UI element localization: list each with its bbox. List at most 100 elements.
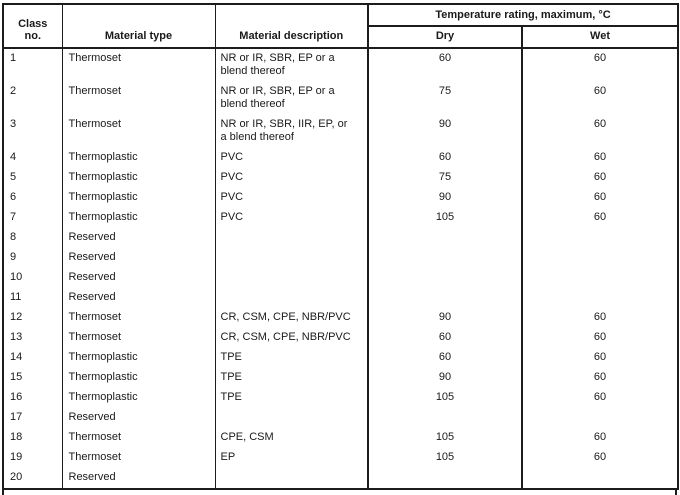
col-header-wet: Wet bbox=[520, 26, 679, 49]
material-type-cell: Thermoset bbox=[61, 428, 215, 448]
class-no-cell: 15 bbox=[10, 371, 23, 383]
table-row: 3 Thermoset NR or IR, SBR, IIR, EP, or a… bbox=[3, 115, 679, 148]
material-description-cell bbox=[214, 408, 368, 428]
table-row: 10 Reserved bbox=[3, 268, 679, 288]
wet-temp-cell: 60 bbox=[520, 82, 679, 115]
table-row: 11 Reserved bbox=[3, 288, 679, 308]
material-description-cell bbox=[214, 268, 368, 288]
dry-temp-cell: 90 bbox=[367, 368, 522, 388]
material-description-cell: TPE bbox=[214, 368, 368, 388]
table-header: Class no. Material type Material descrip… bbox=[3, 4, 679, 49]
material-type-cell: Reserved bbox=[61, 288, 215, 308]
material-description-cell: NR or IR, SBR, IIR, EP, or a blend there… bbox=[214, 115, 368, 148]
material-type-cell: Thermoset bbox=[61, 82, 215, 115]
dry-temp-cell: 90 bbox=[367, 188, 522, 208]
material-type-cell: Thermoplastic bbox=[61, 348, 215, 368]
class-no-cell: 4 bbox=[10, 151, 17, 163]
dry-temp-cell bbox=[367, 408, 522, 428]
table-row: 5 Thermoplastic PVC 75 60 bbox=[3, 168, 679, 188]
material-type-cell: Thermoplastic bbox=[61, 208, 215, 228]
table-row: 19 Thermoset EP 105 60 bbox=[3, 448, 679, 468]
wet-temp-cell: 60 bbox=[520, 348, 679, 368]
material-type-cell: Thermoplastic bbox=[61, 188, 215, 208]
dry-temp-cell bbox=[367, 268, 522, 288]
table-row: 1 Thermoset NR or IR, SBR, EP or a blend… bbox=[3, 48, 679, 82]
material-description-cell: EP bbox=[214, 448, 368, 468]
material-description-cell bbox=[214, 468, 368, 489]
class-no-cell: 17 bbox=[10, 411, 23, 423]
material-description-cell: CR, CSM, CPE, NBR/PVC bbox=[214, 308, 368, 328]
dry-temp-cell: 60 bbox=[367, 348, 522, 368]
material-description-cell: PVC bbox=[214, 168, 368, 188]
table-row: 8 Reserved bbox=[3, 228, 679, 248]
table-row: 6 Thermoplastic PVC 90 60 bbox=[3, 188, 679, 208]
class-no-cell: 16 bbox=[10, 391, 23, 403]
material-type-cell: Reserved bbox=[61, 228, 215, 248]
class-no-cell: 18 bbox=[10, 431, 23, 443]
material-type-cell: Thermoset bbox=[61, 328, 215, 348]
material-type-cell: Thermoplastic bbox=[61, 148, 215, 168]
dry-temp-cell: 90 bbox=[367, 308, 522, 328]
table-row: 18 Thermoset CPE, CSM 105 60 bbox=[3, 428, 679, 448]
material-type-cell: Thermoplastic bbox=[61, 368, 215, 388]
wet-temp-cell: 60 bbox=[520, 428, 679, 448]
material-description-cell: PVC bbox=[214, 208, 368, 228]
dry-temp-cell: 90 bbox=[367, 115, 522, 148]
material-type-cell: Reserved bbox=[61, 268, 215, 288]
table-row: 9 Reserved bbox=[3, 248, 679, 268]
class-no-cell: 10 bbox=[10, 271, 23, 283]
material-description-cell: PVC bbox=[214, 188, 368, 208]
material-type-cell: Reserved bbox=[61, 408, 215, 428]
class-no-cell: 19 bbox=[10, 451, 23, 463]
class-no-cell: 7 bbox=[10, 211, 17, 223]
wet-temp-cell bbox=[520, 268, 679, 288]
wet-temp-cell bbox=[520, 288, 679, 308]
wet-temp-cell: 60 bbox=[520, 448, 679, 468]
dry-temp-cell: 105 bbox=[367, 448, 522, 468]
table-row: 14 Thermoplastic TPE 60 60 bbox=[3, 348, 679, 368]
class-no-cell: 13 bbox=[10, 331, 23, 343]
material-type-cell: Thermoset bbox=[61, 448, 215, 468]
material-type-cell: Thermoset bbox=[61, 308, 215, 328]
wet-temp-cell: 60 bbox=[520, 368, 679, 388]
wet-temp-cell: 60 bbox=[520, 168, 679, 188]
class-no-cell: 6 bbox=[10, 191, 17, 203]
material-type-cell: Thermoplastic bbox=[61, 388, 215, 408]
class-no-cell: 1 bbox=[10, 52, 17, 64]
wet-temp-cell: 60 bbox=[520, 328, 679, 348]
wet-temp-cell bbox=[520, 248, 679, 268]
class-no-cell: 14 bbox=[10, 351, 23, 363]
wet-temp-cell bbox=[520, 468, 679, 489]
wet-temp-cell: 60 bbox=[520, 208, 679, 228]
dry-temp-cell: 75 bbox=[367, 168, 522, 188]
dry-temp-cell: 105 bbox=[367, 428, 522, 448]
wet-temp-cell: 60 bbox=[520, 115, 679, 148]
material-description-cell bbox=[214, 248, 368, 268]
material-description-cell bbox=[214, 288, 368, 308]
table-bottom-continuation bbox=[2, 490, 677, 495]
wet-temp-cell: 60 bbox=[520, 148, 679, 168]
dry-temp-cell bbox=[367, 248, 522, 268]
table-row: 13 Thermoset CR, CSM, CPE, NBR/PVC 60 60 bbox=[3, 328, 679, 348]
wet-temp-cell: 60 bbox=[520, 48, 679, 82]
material-class-table: Class no. Material type Material descrip… bbox=[2, 3, 680, 490]
material-type-cell: Thermoset bbox=[61, 115, 215, 148]
material-type-cell: Thermoplastic bbox=[61, 168, 215, 188]
header-group-row: Class no. Material type Material descrip… bbox=[3, 4, 679, 49]
wet-temp-cell: 60 bbox=[520, 188, 679, 208]
material-type-cell: Reserved bbox=[61, 248, 215, 268]
col-header-dry: Dry bbox=[367, 26, 522, 49]
material-description-cell bbox=[214, 228, 368, 248]
header-sub-row: Dry Wet bbox=[3, 26, 679, 49]
table-row: 17 Reserved bbox=[3, 408, 679, 428]
wet-temp-cell: 60 bbox=[520, 388, 679, 408]
wet-temp-cell bbox=[520, 408, 679, 428]
dry-temp-cell: 105 bbox=[367, 208, 522, 228]
class-no-cell: 8 bbox=[10, 231, 17, 243]
dry-temp-cell: 60 bbox=[367, 148, 522, 168]
dry-temp-cell bbox=[367, 468, 522, 489]
dry-temp-cell: 60 bbox=[367, 48, 522, 82]
col-header-material-type: Material type bbox=[61, 4, 215, 49]
material-description-cell: TPE bbox=[214, 348, 368, 368]
